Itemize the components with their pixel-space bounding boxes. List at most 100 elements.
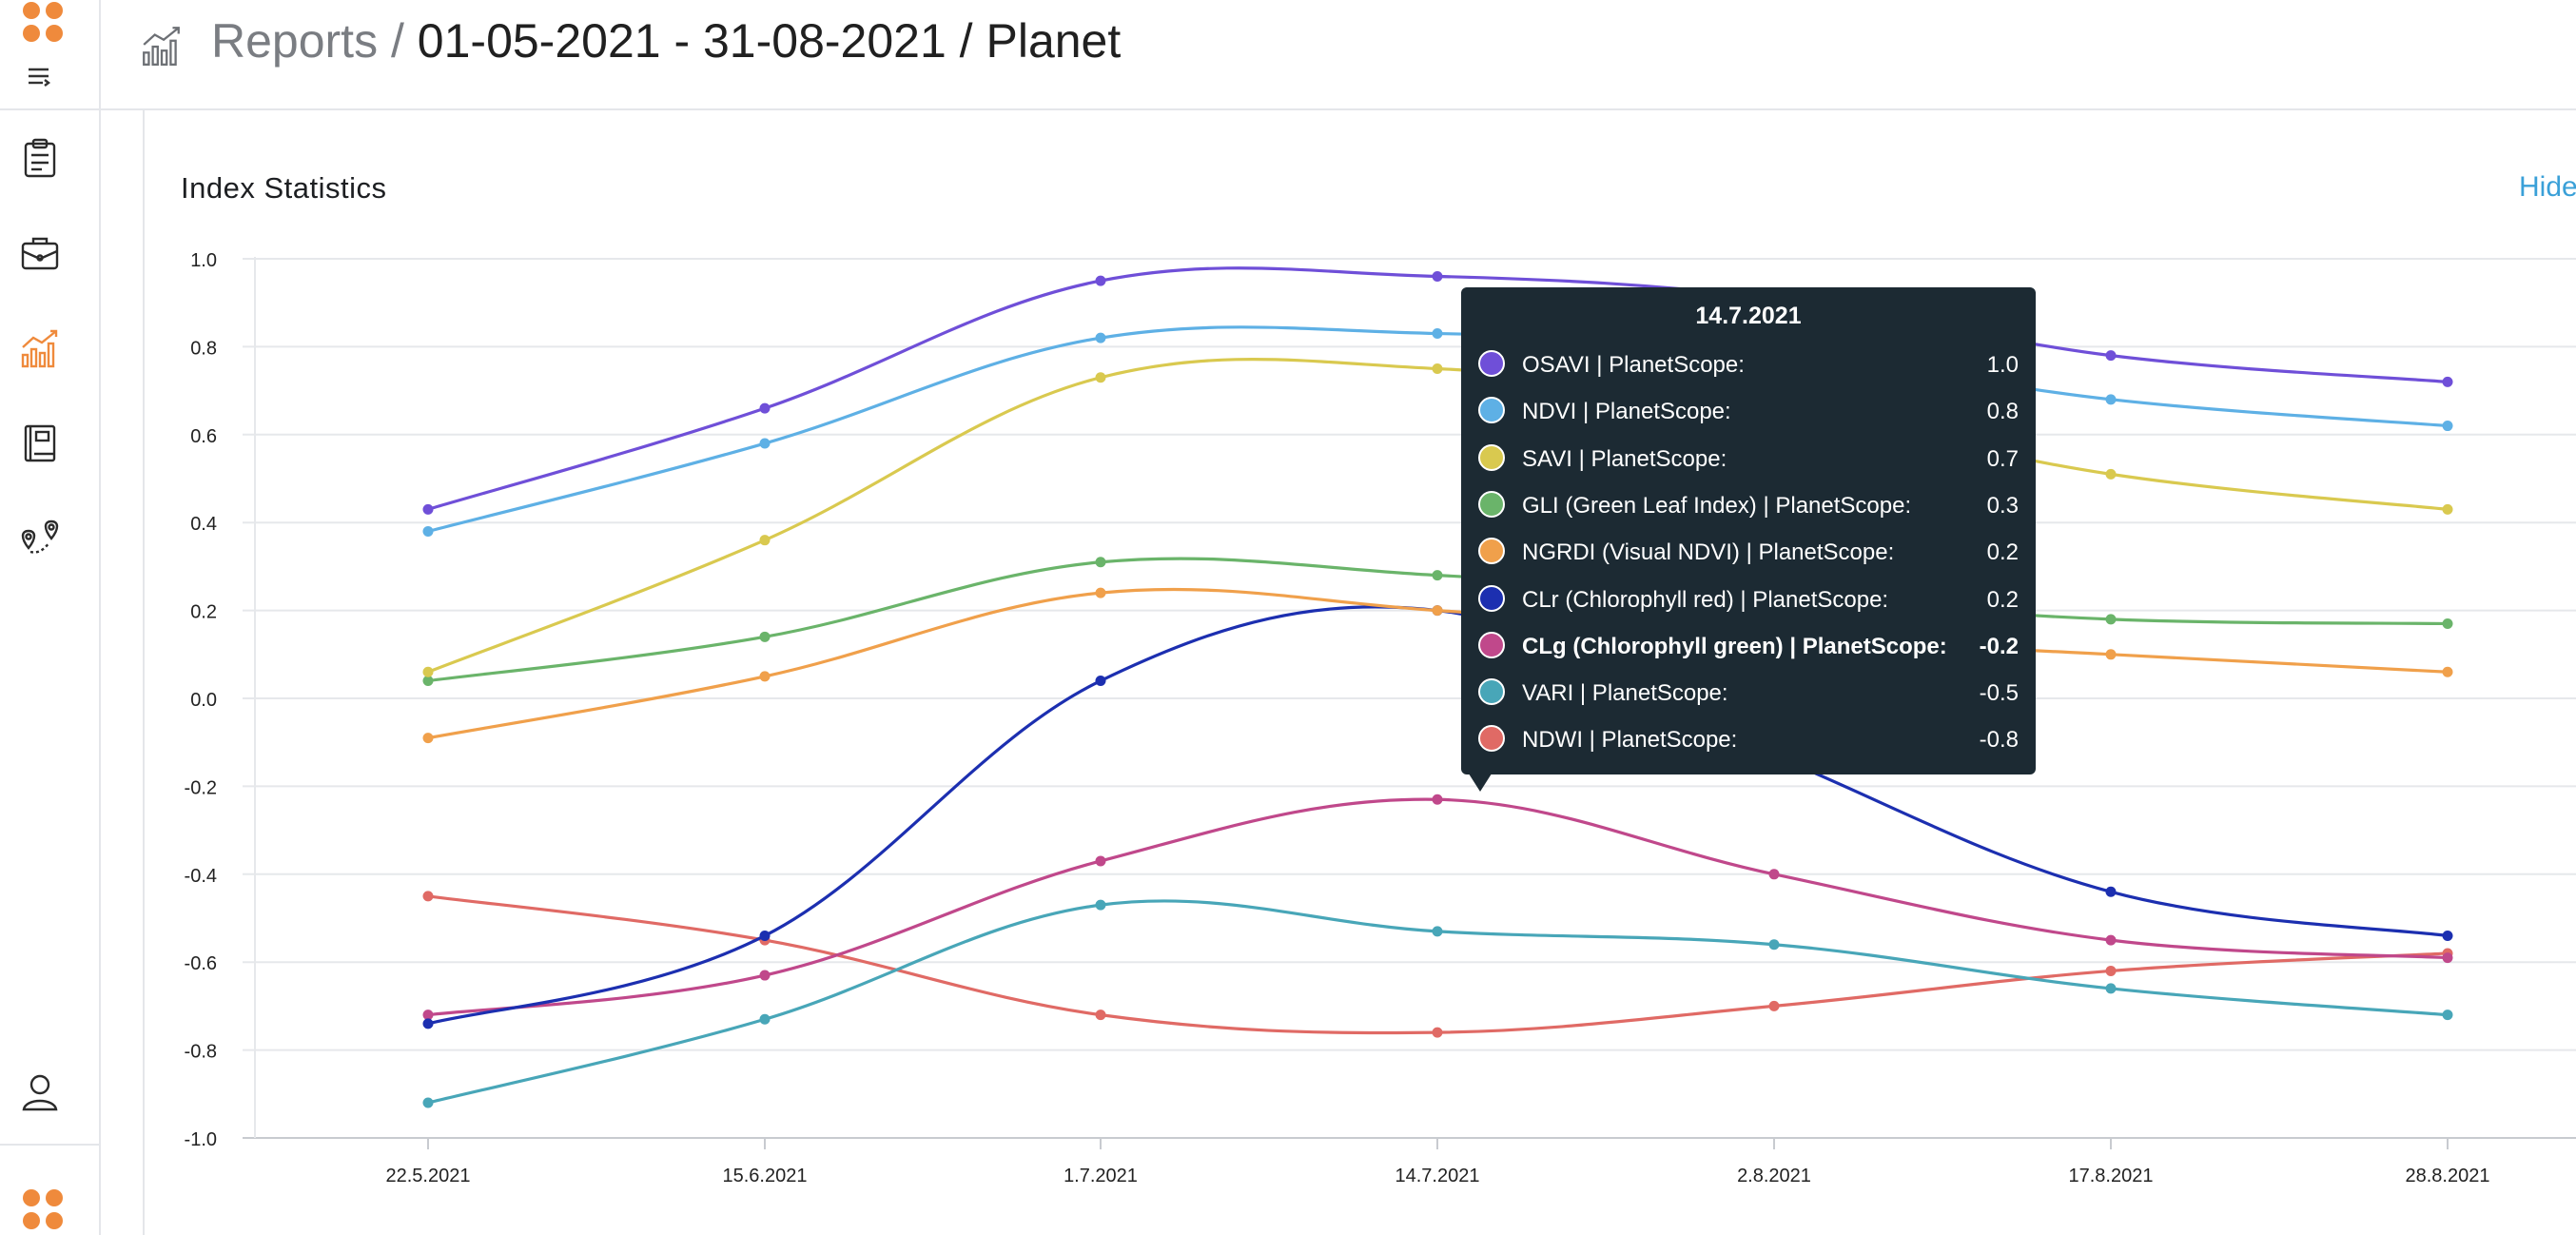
x-tick-label: 2.8.2021	[1737, 1166, 1811, 1186]
notebook-icon[interactable]	[17, 421, 63, 466]
tooltip-row: CLr (Chlorophyll red) | PlanetScope: 0.2	[1478, 579, 2019, 618]
data-point-clr	[422, 1018, 434, 1029]
data-point-ndvi	[1095, 332, 1106, 343]
data-point-ndvi	[2442, 421, 2453, 432]
data-point-savi	[1095, 372, 1106, 383]
tooltip-series-label: CLg (Chlorophyll green) | PlanetScope:	[1522, 633, 1947, 659]
tooltip-date: 14.7.2021	[1695, 303, 1802, 329]
route-pins-icon[interactable]	[17, 514, 63, 559]
data-point-osavi	[759, 402, 771, 414]
data-point-osavi	[1432, 270, 1443, 282]
data-point-ndvi	[759, 438, 771, 449]
data-point-ndwi	[1095, 1010, 1106, 1021]
breadcrumb-source: Planet	[986, 14, 1122, 68]
legend-dot-icon	[1478, 725, 1505, 753]
legend-dot-icon	[1478, 443, 1505, 471]
brand-logo	[23, 1189, 65, 1231]
chart-tooltip: 14.7.2021 OSAVI | PlanetScope: 1.0 NDVI | …	[1461, 287, 2036, 792]
breadcrumb-period: 01-05-2021 - 31-08-2021	[417, 14, 946, 68]
data-point-gli	[1432, 570, 1443, 581]
briefcase-icon[interactable]	[17, 230, 63, 276]
tooltip-series-value: 1.0	[1986, 352, 2019, 378]
data-point-ndvi	[1432, 328, 1443, 340]
breadcrumb-section[interactable]: Reports	[211, 14, 379, 68]
breadcrumb: Reports / 01-05-2021 - 31-08-2021 / Plan…	[211, 13, 1121, 69]
legend-dot-icon	[1478, 397, 1505, 424]
clipboard-icon[interactable]	[17, 135, 63, 181]
y-tick-label: -0.4	[185, 866, 217, 887]
data-point-clr	[759, 930, 771, 941]
tooltip-series-label: GLI (Green Leaf Index) | PlanetScope:	[1522, 492, 1912, 519]
y-tick-label: -0.8	[185, 1042, 217, 1063]
series-line-osavi	[427, 266, 2449, 511]
data-point-vari	[1768, 939, 1780, 951]
breadcrumb-separator: /	[390, 14, 404, 68]
data-point-ndwi	[422, 891, 434, 902]
data-point-clg	[1432, 794, 1443, 805]
y-tick-label: 1.0	[190, 250, 217, 271]
data-point-gli	[2105, 614, 2117, 625]
data-point-ngrdi	[1095, 587, 1106, 598]
tooltip-row: NDWI | PlanetScope: -0.8	[1478, 719, 2019, 757]
tooltip-series-label: VARI | PlanetScope:	[1522, 680, 1728, 707]
series-line-clg	[427, 797, 2449, 1017]
y-tick-label: 0.2	[190, 602, 217, 623]
data-point-savi	[422, 666, 434, 677]
menu-toggle-icon[interactable]	[17, 53, 63, 99]
card-title: Index Statistics	[181, 171, 387, 205]
data-point-savi	[759, 535, 771, 546]
data-point-gli	[2442, 618, 2453, 629]
x-tick-label: 28.8.2021	[2406, 1166, 2490, 1186]
y-tick-label: -0.6	[185, 953, 217, 974]
data-point-clg	[1095, 855, 1106, 867]
x-tick-label: 1.7.2021	[1064, 1166, 1138, 1186]
tooltip-series-label: OSAVI | PlanetScope:	[1522, 352, 1745, 378]
data-point-savi	[2442, 503, 2453, 515]
data-point-gli	[422, 676, 434, 687]
x-tick-label: 15.6.2021	[723, 1166, 808, 1186]
tooltip-series-label: SAVI | PlanetScope:	[1522, 445, 1727, 472]
content-area	[143, 110, 2576, 1235]
tooltip-series-value: 0.8	[1986, 399, 2019, 425]
x-tick-label: 22.5.2021	[386, 1166, 471, 1186]
x-tick-label: 14.7.2021	[1395, 1166, 1480, 1186]
y-tick-label: 0.8	[190, 338, 217, 359]
data-point-ndwi	[1432, 1027, 1443, 1038]
legend-dot-icon	[1478, 631, 1505, 658]
data-point-clr	[2442, 930, 2453, 941]
data-point-ndvi	[422, 525, 434, 537]
data-point-gli	[759, 631, 771, 642]
data-point-clg	[422, 1010, 434, 1021]
data-point-clg	[1768, 869, 1780, 880]
data-point-vari	[1432, 926, 1443, 937]
data-point-ndwi	[2105, 965, 2117, 976]
data-point-savi	[1432, 363, 1443, 374]
legend-dot-icon	[1478, 538, 1505, 565]
tooltip-series-label: NGRDI (Visual NDVI) | PlanetScope:	[1522, 539, 1895, 566]
legend-dot-icon	[1478, 584, 1505, 612]
data-point-savi	[2105, 468, 2117, 480]
data-point-ngrdi	[1432, 605, 1443, 617]
chart-icon[interactable]	[17, 325, 63, 371]
data-point-clg	[2442, 952, 2453, 964]
tooltip-series-value: -0.5	[1979, 680, 2019, 707]
top-bar: Reports / 01-05-2021 - 31-08-2021 / Plan…	[101, 0, 2576, 110]
data-point-osavi	[1095, 275, 1106, 286]
tooltip-series-value: -0.2	[1979, 633, 2019, 659]
tooltip-series-value: -0.8	[1979, 727, 2019, 754]
data-point-gli	[1095, 557, 1106, 568]
y-tick-label: 0.6	[190, 426, 217, 447]
legend-dot-icon	[1478, 350, 1505, 377]
app-logo[interactable]	[23, 2, 65, 44]
user-icon[interactable]	[17, 1069, 63, 1115]
data-point-ngrdi	[759, 671, 771, 682]
hide-chart-link[interactable]: Hide	[2519, 171, 2576, 203]
data-point-ngrdi	[422, 733, 434, 744]
data-point-vari	[2105, 983, 2117, 994]
tooltip-row: NGRDI (Visual NDVI) | PlanetScope: 0.2	[1478, 532, 2019, 570]
data-point-ndwi	[1768, 1000, 1780, 1011]
data-point-vari	[2442, 1010, 2453, 1021]
tooltip-row: CLg (Chlorophyll green) | PlanetScope: -0…	[1478, 626, 2019, 664]
tooltip-row: VARI | PlanetScope: -0.5	[1478, 673, 2019, 711]
